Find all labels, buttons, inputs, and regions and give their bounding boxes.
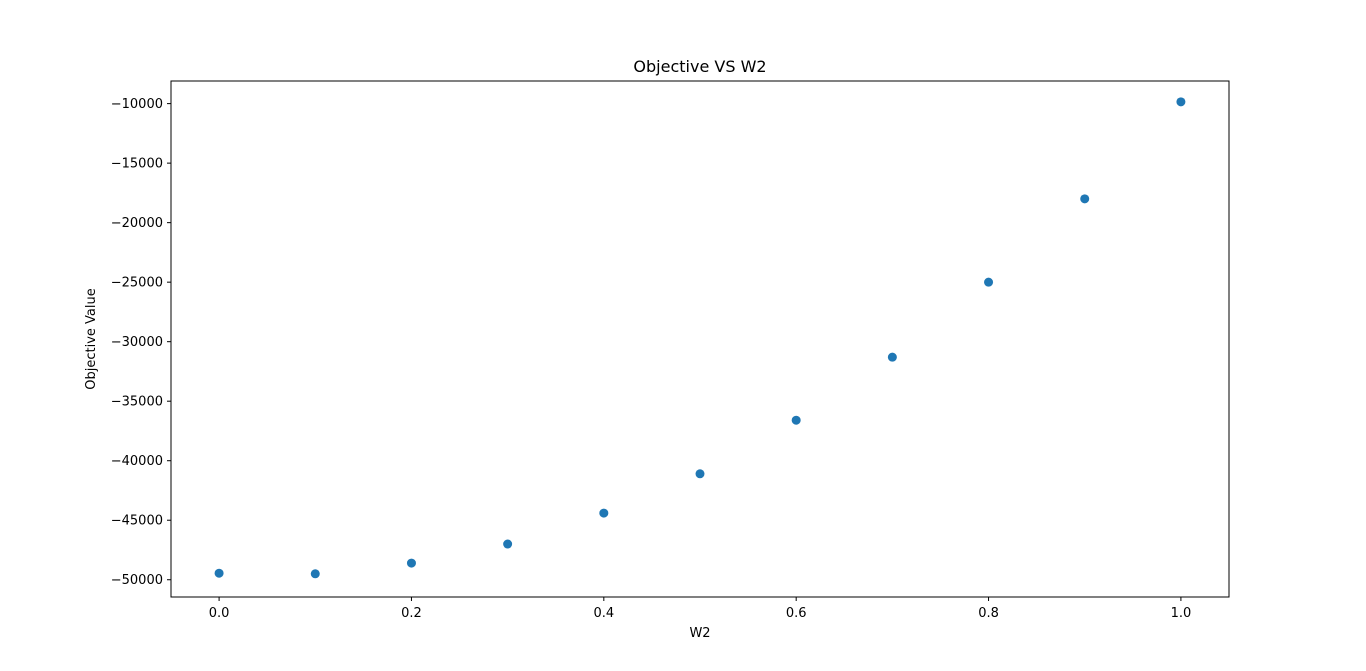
x-tick-label: 0.2 bbox=[401, 606, 422, 621]
y-tick-label: −20000 bbox=[111, 216, 163, 231]
x-axis-label: W2 bbox=[689, 626, 710, 641]
data-point bbox=[984, 277, 994, 287]
x-tick-label: 1.0 bbox=[1171, 606, 1192, 621]
y-tick-label: −50000 bbox=[111, 573, 163, 588]
data-point bbox=[887, 352, 897, 362]
data-point bbox=[406, 558, 416, 568]
x-tick-label: 0.6 bbox=[786, 606, 807, 621]
x-tick-label: 0.0 bbox=[209, 606, 230, 621]
data-point bbox=[695, 469, 705, 479]
data-point bbox=[310, 569, 320, 579]
data-point bbox=[214, 568, 224, 578]
y-tick-label: −40000 bbox=[111, 454, 163, 469]
y-axis-label: Objective Value bbox=[84, 288, 99, 389]
data-point bbox=[599, 508, 609, 518]
x-tick-label: 0.8 bbox=[978, 606, 999, 621]
y-tick-label: −25000 bbox=[111, 276, 163, 291]
y-tick-label: −45000 bbox=[111, 514, 163, 529]
data-point bbox=[1176, 97, 1186, 107]
data-point bbox=[791, 415, 801, 425]
y-tick-label: −15000 bbox=[111, 157, 163, 172]
y-tick-label: −35000 bbox=[111, 395, 163, 410]
data-point bbox=[1080, 194, 1090, 204]
y-tick-label: −10000 bbox=[111, 97, 163, 112]
data-point bbox=[503, 539, 513, 549]
axes-frame bbox=[170, 80, 1230, 598]
chart-title: Objective VS W2 bbox=[633, 57, 766, 76]
plot-area: 0.0 0.2 0.4 0.6 0.8 1.0 −10000 −15000 −20000 −250… bbox=[111, 80, 1230, 621]
x-tick-label: 0.4 bbox=[593, 606, 614, 621]
y-tick-label: −30000 bbox=[111, 335, 163, 350]
